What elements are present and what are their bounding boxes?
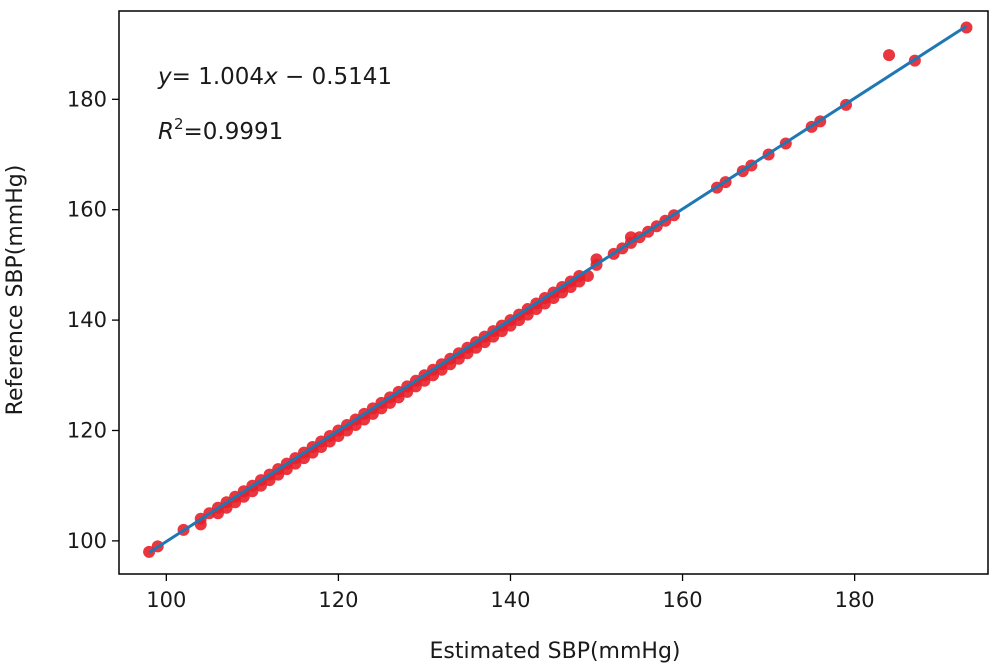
y-tick-label: 120 — [67, 418, 107, 442]
x-tick-label: 100 — [146, 588, 186, 612]
equation-intercept: − 0.5141 — [278, 64, 392, 90]
equation-slope: = 1.004 — [172, 64, 264, 90]
r2-exponent: 2 — [174, 115, 184, 133]
x-axis-ticks: 100 120 140 160 180 — [146, 574, 875, 612]
x-axis-label: Estimated SBP(mmHg) — [430, 639, 681, 664]
equation-y-symbol: y — [157, 64, 172, 90]
y-tick-label: 180 — [67, 87, 107, 111]
fit-line-layer — [148, 24, 968, 554]
x-tick-label: 120 — [318, 588, 358, 612]
regression-equation: y= 1.004x − 0.5141 — [157, 64, 392, 90]
data-point — [883, 49, 896, 62]
r2-value: =0.9991 — [184, 119, 284, 145]
y-tick-label: 140 — [67, 308, 107, 332]
y-tick-label: 160 — [67, 198, 107, 222]
x-tick-label: 140 — [490, 588, 530, 612]
x-tick-label: 180 — [835, 588, 875, 612]
y-axis-label: Reference SBP(mmHg) — [3, 165, 28, 416]
equation-x-symbol: x — [263, 64, 278, 90]
r2-symbol: R — [158, 119, 174, 145]
y-axis-ticks: 100 120 140 160 180 — [67, 87, 119, 553]
y-tick-label: 100 — [67, 529, 107, 553]
r-squared-annotation: R2=0.9991 — [158, 115, 283, 145]
fit-line — [148, 24, 968, 554]
x-tick-label: 160 — [663, 588, 703, 612]
plot-frame — [118, 10, 989, 575]
